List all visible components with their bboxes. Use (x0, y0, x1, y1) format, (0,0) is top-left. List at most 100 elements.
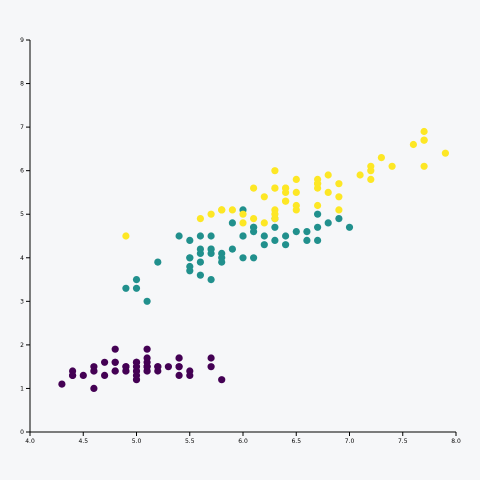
data-point (271, 223, 279, 231)
data-point (58, 380, 66, 388)
y-tick-label: 7 (20, 124, 24, 131)
data-point (303, 236, 311, 244)
data-point (207, 210, 215, 218)
y-tick-label: 0 (20, 429, 24, 436)
data-point (111, 367, 119, 375)
data-point (271, 236, 279, 244)
data-point (122, 367, 130, 375)
data-point (239, 219, 247, 227)
x-tick-label: 6.0 (238, 438, 248, 445)
data-point (335, 193, 343, 201)
x-tick-label: 4.5 (78, 438, 88, 445)
data-point (292, 175, 300, 183)
x-tick-label: 5.0 (132, 438, 142, 445)
data-point (196, 271, 204, 279)
data-point (314, 180, 322, 188)
data-point (388, 162, 396, 170)
data-point (367, 167, 375, 175)
data-point (196, 232, 204, 240)
data-point (122, 232, 130, 240)
data-point (239, 254, 247, 262)
data-point (335, 215, 343, 223)
y-tick-label: 6 (20, 168, 24, 175)
data-point (132, 358, 141, 366)
data-point (196, 245, 204, 253)
data-point (143, 345, 151, 353)
data-point (292, 201, 300, 210)
data-point (175, 354, 183, 362)
x-tick-label: 5.5 (185, 438, 195, 445)
data-point (420, 136, 428, 144)
data-point (207, 363, 215, 371)
data-point (420, 127, 428, 136)
x-tick-label: 6.5 (291, 438, 301, 445)
data-point (101, 358, 109, 366)
data-point (143, 358, 151, 366)
data-point (111, 358, 119, 366)
data-point (186, 254, 194, 262)
data-point (69, 371, 77, 379)
data-point (409, 140, 417, 149)
data-point (250, 215, 258, 223)
data-point (250, 184, 258, 192)
data-point (196, 215, 204, 223)
y-tick-label: 4 (20, 255, 24, 262)
data-point (271, 167, 279, 175)
data-point (196, 258, 204, 266)
y-tick-label: 5 (20, 211, 24, 218)
data-point (239, 232, 247, 240)
data-point (335, 180, 343, 188)
data-point (207, 276, 215, 284)
data-point (282, 188, 290, 196)
data-point (324, 219, 332, 227)
points-layer (58, 127, 449, 392)
data-point (324, 171, 332, 179)
data-point (228, 245, 236, 253)
data-point (303, 228, 311, 236)
data-point (186, 371, 194, 379)
y-tick-label: 8 (20, 81, 24, 88)
data-point (345, 223, 354, 231)
y-tick-label: 2 (20, 342, 24, 349)
data-point (111, 345, 119, 353)
x-tick-label: 7.0 (345, 438, 355, 445)
data-point (250, 228, 258, 236)
data-point (271, 210, 279, 218)
data-point (175, 371, 183, 379)
data-point (356, 171, 364, 179)
data-point (90, 384, 98, 392)
data-point (314, 201, 322, 210)
data-point (250, 254, 258, 262)
data-point (314, 223, 322, 231)
data-point (292, 228, 300, 236)
data-point (132, 284, 141, 292)
data-point (207, 354, 215, 362)
data-point (143, 297, 151, 305)
data-point (260, 241, 268, 249)
data-point (367, 175, 375, 183)
data-point (335, 206, 343, 214)
axes-layer: 4.0 4.5 5.0 5.5 6.0 6.5 7.0 7.5 8.0 0 1 2 3 4 5 6 7 8 9 (20, 37, 461, 445)
data-point (154, 258, 162, 266)
data-point (314, 236, 322, 244)
data-point (175, 363, 183, 371)
x-tick-label: 7.5 (398, 438, 408, 445)
data-point (441, 149, 449, 157)
data-point (207, 249, 215, 257)
data-point (218, 206, 226, 214)
x-tick-label: 8.0 (451, 438, 461, 445)
data-point (228, 219, 236, 227)
data-point (314, 210, 322, 218)
y-tick-label: 9 (20, 37, 24, 44)
data-point (292, 188, 300, 196)
y-tick-label: 1 (20, 385, 24, 392)
y-tick-label: 3 (20, 298, 24, 305)
data-point (260, 232, 268, 240)
data-point (79, 371, 87, 379)
data-point (122, 284, 130, 292)
data-point (132, 276, 141, 284)
data-point (207, 232, 215, 240)
data-point (186, 267, 194, 275)
